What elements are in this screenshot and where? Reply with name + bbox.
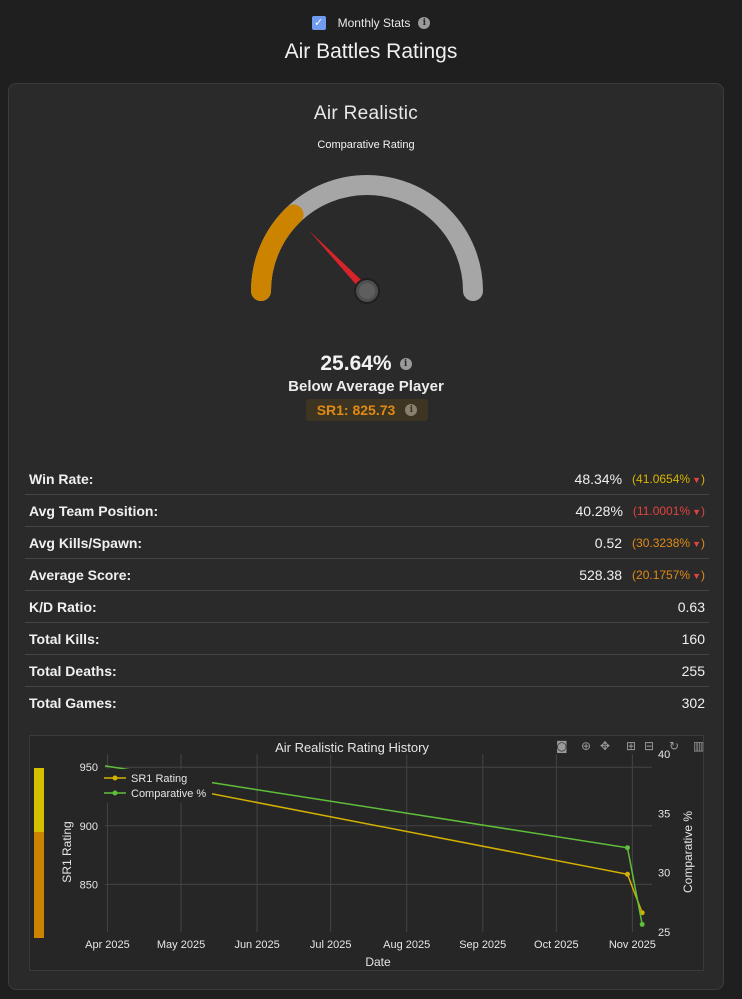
gauge-track [251,175,483,301]
down-arrow-icon: ▼ [692,506,701,517]
y-tick-label: 850 [80,879,98,891]
gauge-hub-inner [359,283,375,299]
stat-label: K/D Ratio: [29,598,97,615]
x-tick-label: Sep 2025 [459,939,506,951]
monthly-stats-toggle[interactable]: ✓ Monthly Stats i [0,16,742,30]
y2-tick-label: 40 [658,749,670,761]
x-tick-label: Jun 2025 [234,939,279,951]
x-tick-label: Jul 2025 [310,939,352,951]
monthly-stats-checkbox[interactable]: ✓ [311,16,326,30]
info-icon[interactable]: i [399,358,412,370]
chart-title: Air Realistic Rating History [275,740,429,755]
zoom-out-icon[interactable]: ⊟ [644,739,654,753]
down-arrow-icon: ▼ [692,474,701,485]
reset-axes-icon[interactable]: ↻ [669,739,679,753]
stat-value-group: 48.34% (41.0654% ▼) [575,471,705,487]
stat-row: K/D Ratio: 0.63 [25,591,709,623]
color-scale-top [34,768,44,832]
plotly-logo-icon[interactable]: ▥ [693,739,704,753]
stat-row: Win Rate: 48.34% (41.0654% ▼) [25,463,709,495]
stat-delta: (20.1757% ▼) [632,567,705,582]
stat-value-group: 40.28% (11.0001% ▼) [575,503,705,519]
stat-label: Total Deaths: [29,662,117,679]
stat-label: Total Games: [29,695,117,711]
gauge-fill [251,204,304,301]
stat-value: 160 [681,630,705,647]
stat-delta: (11.0001% ▼) [632,503,705,518]
comparative-pct-value: 25.64% [320,352,392,375]
legend-label: Comparative % [131,788,206,800]
series-point [624,845,630,851]
stat-value: 48.34% [574,470,623,487]
y-tick-label: 950 [80,762,98,774]
stat-value-group: 160 [682,631,705,647]
stat-value: 40.28% [575,502,623,519]
legend-label: SR1 Rating [131,773,187,785]
stat-label: Total Kills: [29,630,100,647]
sr1-badge: SR1: 825.73 i [306,399,428,421]
stat-row: Total Games: 302 [25,687,709,719]
stats-table: Win Rate: 48.34% (41.0654% ▼) Avg Team Posit… [25,463,709,719]
series-point [624,871,630,877]
stat-row: Avg Team Position: 40.28% (11.0001% ▼) [25,495,709,527]
stat-label: Win Rate: [29,470,94,487]
stat-value: 0.52 [594,534,623,551]
camera-icon[interactable]: ◙ [556,739,568,753]
stat-label: Avg Team Position: [29,502,159,519]
stat-label: Avg Kills/Spawn: [29,534,143,551]
series-point [639,921,645,927]
stat-label: Average Score: [29,566,132,583]
down-arrow-icon: ▼ [692,538,701,549]
mode-title: Air Realistic [313,103,419,124]
stat-delta: (41.0654% ▼) [632,471,705,486]
x-tick-label: Oct 2025 [534,939,579,951]
stat-row: Total Kills: 160 [25,623,709,655]
sr1-value: SR1: 825.73 [316,402,396,418]
stat-value-group: 528.38 (20.1757% ▼) [579,567,705,583]
stat-row: Total Deaths: 255 [25,655,709,687]
gauge-needle [308,230,370,294]
color-scale-bottom [34,832,44,938]
stat-row: Average Score: 528.38 (20.1757% ▼) [25,559,709,591]
y2-tick-label: 25 [658,927,670,939]
page-title: Air Battles Ratings [284,40,458,63]
stat-row: Avg Kills/Spawn: 0.52 (30.3238% ▼) [25,527,709,559]
legend-bg [100,769,212,803]
player-class: Below Average Player [288,378,444,395]
stat-value: 528.38 [579,566,623,583]
stat-value-group: 0.52 (30.3238% ▼) [595,535,705,551]
stat-value-group: 255 [682,663,705,679]
x-tick-label: Apr 2025 [85,939,130,951]
y-axis-label: SR1 Rating [60,821,74,882]
x-tick-label: May 2025 [157,939,205,951]
stat-value-group: 0.63 [678,599,705,615]
stat-value: 255 [681,662,705,679]
legend-marker [112,775,118,781]
pan-icon[interactable]: ✥ [600,739,610,753]
y-tick-label: 900 [80,821,98,833]
stat-value-group: 302 [682,695,705,711]
y2-tick-label: 35 [658,808,670,820]
info-icon[interactable]: i [418,17,431,29]
down-arrow-icon: ▼ [692,570,701,581]
stat-delta: (30.3238% ▼) [632,535,705,550]
comparative-rating-gauge [251,175,483,304]
rating-card: Air Realistic Comparative Rating 25.64% … [8,83,724,990]
zoom-icon[interactable]: ⊕ [581,739,591,753]
stat-value: 0.63 [677,598,705,615]
stat-value: 302 [681,695,705,711]
y2-tick-label: 30 [658,868,670,880]
x-tick-label: Nov 2025 [609,939,656,951]
comparative-pct-row: 25.64% i [9,352,723,376]
legend-marker [112,790,118,796]
monthly-stats-label[interactable]: Monthly Stats [337,16,411,30]
zoom-in-icon[interactable]: ⊞ [626,739,636,753]
info-icon[interactable]: i [405,404,418,416]
y2-axis-label: Comparative % [681,811,695,893]
gauge-label: Comparative Rating [317,139,415,151]
x-axis-label: Date [365,955,391,969]
rating-history-svg[interactable]: Air Realistic Rating History ◙ ⊕ ✥ ⊞ ⊟ ↻ ▥ Apr 2… [30,736,705,972]
rating-history-chart[interactable]: Air Realistic Rating History ◙ ⊕ ✥ ⊞ ⊟ ↻ ▥ Apr 2… [29,735,704,971]
x-tick-label: Aug 2025 [383,939,430,951]
